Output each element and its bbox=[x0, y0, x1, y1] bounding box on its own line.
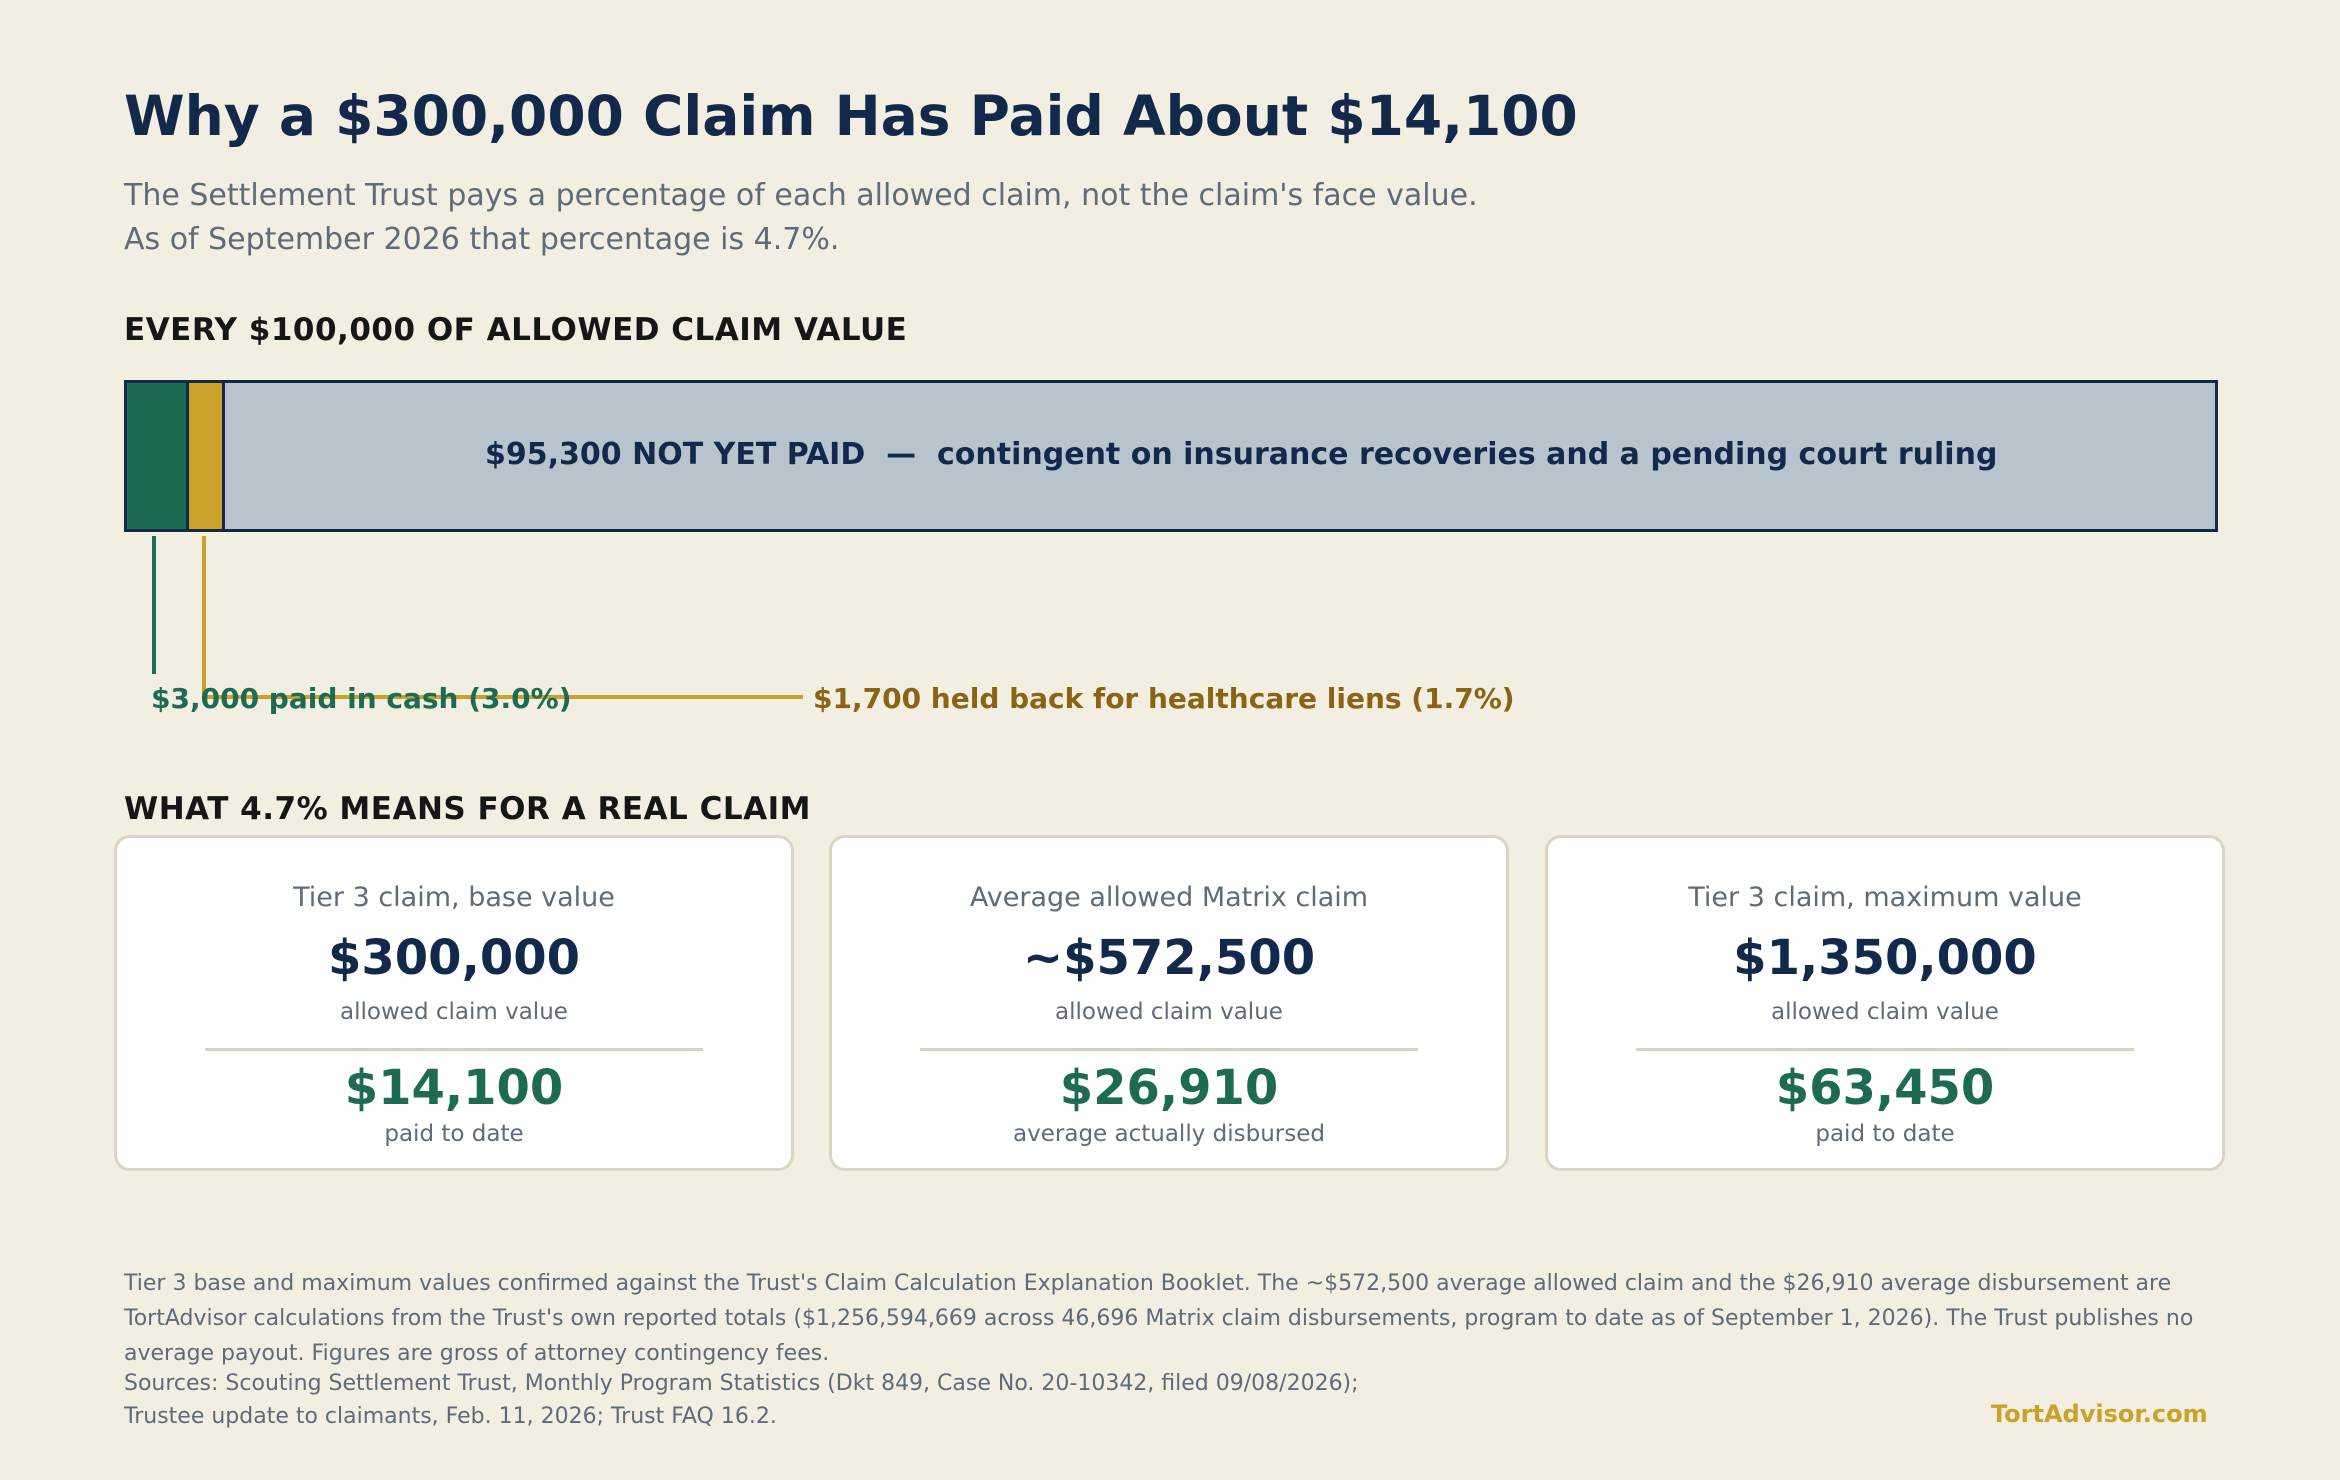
callout-paid-cash: $3,000 paid in cash (3.0%) bbox=[151, 682, 572, 715]
sources-line-1: Sources: Scouting Settlement Trust, Mont… bbox=[124, 1371, 1359, 1396]
callout-held-liens: $1,700 held back for healthcare liens (1… bbox=[813, 682, 1515, 715]
brand-logo-text: TortAdvisor.com bbox=[1991, 1400, 2208, 1428]
bar-label-not-yet-paid: $95,300 NOT YET PAID — contingent on ins… bbox=[485, 437, 1998, 472]
card-label: Average allowed Matrix claim bbox=[969, 882, 1369, 913]
card-paid-value: $26,910 bbox=[1059, 1060, 1279, 1116]
card-label: Tier 3 claim, maximum value bbox=[1688, 882, 2082, 913]
card-paid-caption: paid to date bbox=[384, 1121, 524, 1147]
section-heading-examples: WHAT 4.7% MEANS FOR A REAL CLAIM bbox=[124, 791, 811, 827]
section-heading-bar: EVERY $100,000 OF ALLOWED CLAIM VALUE bbox=[124, 312, 908, 348]
page-title: Why a $300,000 Claim Has Paid About $14,… bbox=[124, 84, 1578, 148]
stacked-bar: $95,300 NOT YET PAID — contingent on ins… bbox=[124, 380, 2218, 532]
card-claim-value: ~$572,500 bbox=[1022, 930, 1316, 986]
leader-line-held bbox=[202, 536, 803, 699]
card-claim-caption: allowed claim value bbox=[1055, 999, 1283, 1025]
example-card-average-matrix: Average allowed Matrix claim ~$572,500 a… bbox=[829, 835, 1509, 1171]
bar-segment-paid-cash bbox=[127, 383, 189, 529]
example-card-tier3-base: Tier 3 claim, base value $300,000 allowe… bbox=[114, 835, 794, 1171]
card-paid-value: $14,100 bbox=[344, 1060, 564, 1116]
subtitle-line-2: As of September 2026 that percentage is … bbox=[124, 222, 840, 257]
bar-segment-held-liens bbox=[189, 383, 225, 529]
card-paid-caption: paid to date bbox=[1815, 1121, 1955, 1147]
card-claim-caption: allowed claim value bbox=[1771, 999, 1999, 1025]
card-paid-caption: average actually disbursed bbox=[1013, 1121, 1325, 1147]
card-claim-value: $300,000 bbox=[327, 930, 581, 986]
example-card-tier3-maximum: Tier 3 claim, maximum value $1,350,000 a… bbox=[1545, 835, 2225, 1171]
footnote-sources: Sources: Scouting Settlement Trust, Mont… bbox=[124, 1367, 1359, 1433]
card-paid-value: $63,450 bbox=[1775, 1060, 1995, 1116]
card-label: Tier 3 claim, base value bbox=[293, 882, 615, 913]
card-claim-caption: allowed claim value bbox=[340, 999, 568, 1025]
bar-segment-not-yet-paid: $95,300 NOT YET PAID — contingent on ins… bbox=[225, 383, 2215, 529]
card-divider bbox=[205, 1048, 703, 1051]
subtitle-line-1: The Settlement Trust pays a percentage o… bbox=[124, 178, 1478, 213]
card-claim-value: $1,350,000 bbox=[1733, 930, 2037, 986]
card-divider bbox=[920, 1048, 1418, 1051]
sources-line-2: Trustee update to claimants, Feb. 11, 20… bbox=[124, 1404, 777, 1429]
card-divider bbox=[1636, 1048, 2134, 1051]
footnote-methodology: Tier 3 base and maximum values confirmed… bbox=[124, 1271, 2194, 1366]
